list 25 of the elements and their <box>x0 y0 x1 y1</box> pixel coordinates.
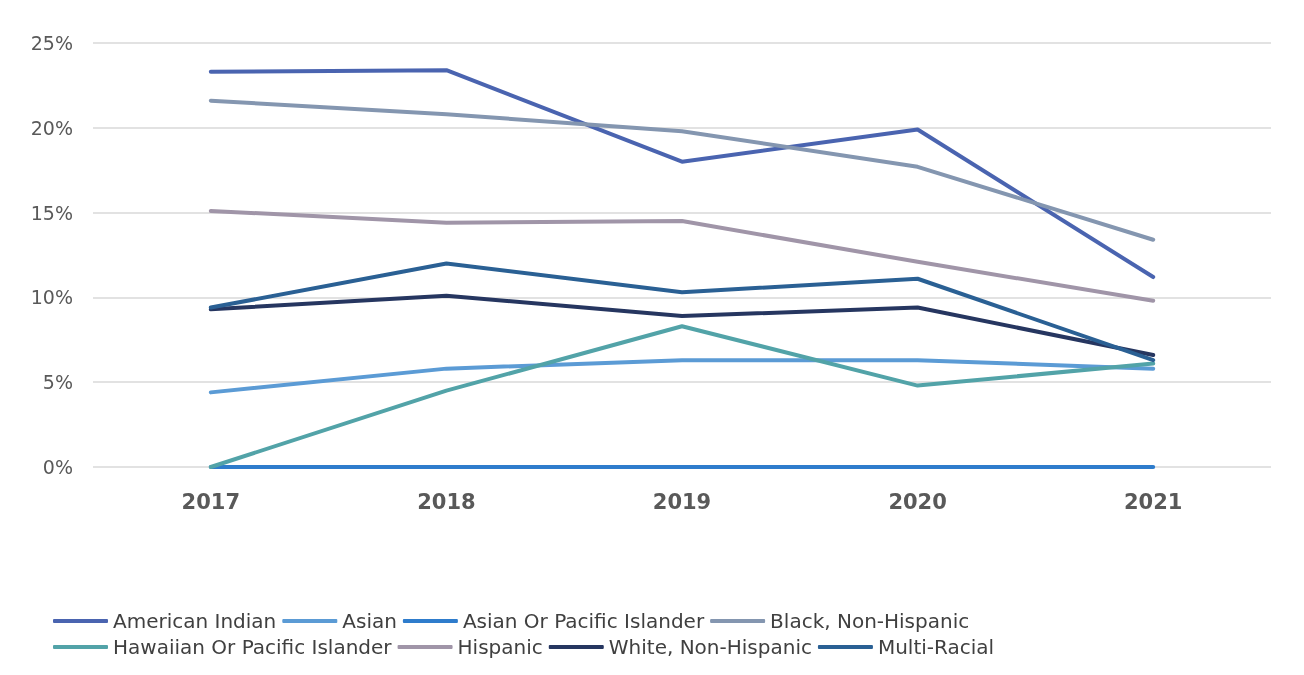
legend-label: Hawaiian Or Pacific Islander <box>113 635 393 659</box>
x-tick-label: 2021 <box>1123 489 1183 514</box>
y-tick-label: 0% <box>42 456 73 478</box>
x-tick-label: 2020 <box>888 489 947 514</box>
legend-label: White, Non-Hispanic <box>608 635 812 659</box>
y-tick-label: 10% <box>30 286 73 309</box>
line-series <box>208 68 1156 280</box>
line-series <box>208 261 1156 363</box>
line-series <box>208 208 1156 303</box>
y-tick-label: 20% <box>30 116 73 139</box>
x-tick-label: 2017 <box>181 489 241 514</box>
legend-label: Hispanic <box>457 635 543 659</box>
y-tick-label: 5% <box>42 371 73 394</box>
line-series <box>208 98 1156 242</box>
line-series <box>208 324 1156 469</box>
y-tick-label: 15% <box>30 201 73 224</box>
legend-label: Multi-Racial <box>877 635 995 659</box>
legend-label: American Indian <box>113 609 277 633</box>
x-tick-label: 2018 <box>417 489 476 514</box>
line-series <box>208 293 1156 358</box>
legend-label: Black, Non-Hispanic <box>770 609 970 633</box>
x-tick-label: 2019 <box>652 489 712 514</box>
legend-label: Asian Or Pacific Islander <box>462 609 705 633</box>
y-tick-label: 25% <box>30 32 73 54</box>
legend-label: Asian <box>342 609 397 633</box>
